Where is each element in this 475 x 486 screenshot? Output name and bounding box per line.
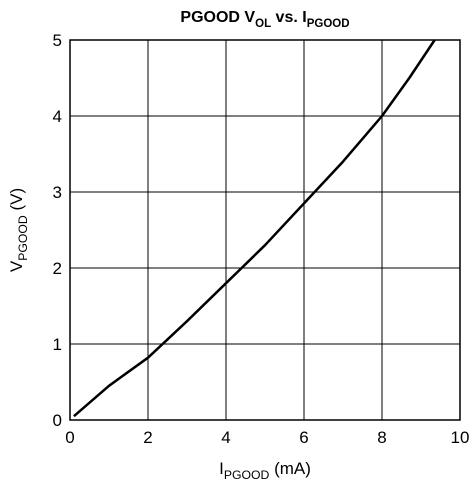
x-axis-label: IPGOOD (mA): [219, 459, 311, 482]
label-part: PGOOD V: [180, 9, 255, 26]
y-tick-label: 1: [53, 335, 62, 354]
subscript: PGOOD: [224, 468, 270, 482]
label-part: I: [219, 459, 224, 478]
subscript: PGOOD: [16, 215, 30, 261]
y-tick-label: 0: [53, 411, 62, 430]
x-tick-label: 0: [65, 428, 74, 447]
label-part: vs. I: [271, 9, 307, 26]
data-line: [73, 39, 436, 418]
x-tick-label: 8: [377, 428, 386, 447]
y-tick-label: 2: [53, 259, 62, 278]
y-tick-label: 3: [53, 183, 62, 202]
plot-border: [69, 39, 461, 421]
label-part: (V): [7, 188, 26, 215]
x-tick-label: 4: [221, 428, 230, 447]
subscript: OL: [255, 18, 271, 30]
x-tick-label: 2: [143, 428, 152, 447]
y-tick-label: 5: [53, 31, 62, 50]
y-tick-label: 4: [53, 107, 62, 126]
subscript: PGOOD: [307, 18, 350, 30]
x-tick-label: 10: [451, 428, 470, 447]
x-tick-label: 6: [299, 428, 308, 447]
label-part: (mA): [269, 459, 311, 478]
chart-title: PGOOD VOL vs. IPGOOD: [180, 9, 349, 30]
label-part: V: [7, 260, 26, 272]
y-axis-label: VPGOOD (V): [7, 188, 30, 272]
